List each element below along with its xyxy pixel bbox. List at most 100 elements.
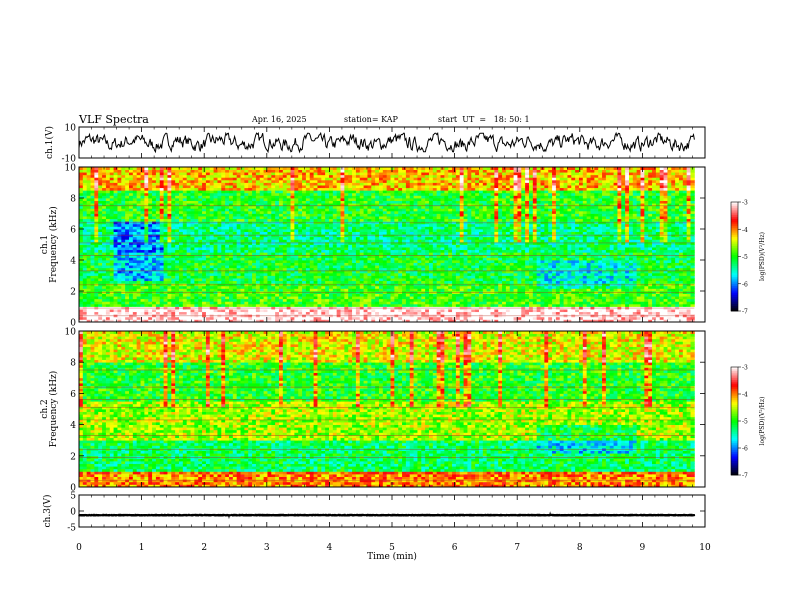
colorbar-swatch: [731, 379, 738, 382]
colorbar-swatch: [731, 417, 738, 420]
colorbar-swatch: [731, 241, 738, 245]
y-tick-label: 5: [70, 492, 76, 502]
colorbar-swatch: [731, 243, 738, 246]
colorbar-swatch: [731, 214, 738, 217]
colorbar-swatch: [731, 272, 738, 276]
colorbar-swatch: [731, 223, 738, 227]
colorbar-tick-label: -7: [742, 309, 748, 316]
x-tick-label: 7: [514, 543, 520, 553]
colorbar-swatch: [731, 473, 738, 476]
colorbar-tick-label: -5: [742, 419, 748, 426]
colorbar-swatch: [731, 394, 738, 397]
colorbar-swatch: [731, 390, 738, 393]
colorbar-swatch: [731, 269, 738, 272]
ch3-y-axis-label: ch.3(V): [42, 495, 53, 528]
y-tick-label: 8: [70, 195, 76, 205]
colorbar-tick-label: -4: [742, 227, 748, 234]
y-tick-label: 8: [70, 359, 76, 369]
colorbar-swatch: [731, 305, 738, 308]
colorbar-swatch: [731, 437, 738, 440]
colorbar-swatch: [731, 430, 738, 433]
colorbar-swatch: [731, 460, 738, 463]
colorbar-swatch: [731, 258, 738, 261]
colorbar-swatch: [731, 285, 738, 288]
colorbar-swatch: [731, 271, 738, 274]
colorbar-swatch: [731, 291, 738, 294]
colorbar-swatch: [731, 458, 738, 461]
ch2-spectrogram-panel: 0 2 4 6 8 10 ch.2 Frequency (kHz): [40, 328, 706, 494]
colorbar-swatch: [731, 212, 738, 216]
colorbar-swatch: [731, 232, 738, 236]
colorbar-swatch: [731, 442, 738, 445]
station-label: station= KAP: [344, 115, 398, 124]
x-tick-label: 9: [640, 543, 646, 553]
colorbar-swatch: [731, 383, 738, 386]
x-tick-label: 0: [76, 543, 82, 553]
colorbar-swatch: [731, 413, 738, 416]
colorbar-swatch: [731, 218, 738, 221]
x-tick-label: 4: [327, 543, 333, 553]
colorbar-swatch: [731, 426, 738, 429]
y-tick-label: 0: [70, 319, 76, 329]
colorbar-swatch: [731, 278, 738, 281]
x-tick-label: 5: [389, 543, 395, 553]
colorbar-swatch: [731, 205, 738, 208]
colorbar-swatch: [731, 455, 738, 458]
colorbar-tick-label: -7: [742, 473, 748, 480]
y-tick-label: 10: [65, 124, 77, 134]
colorbar-swatch: [731, 245, 738, 248]
colorbar-swatch: [731, 395, 738, 398]
colorbar-swatch: [731, 207, 738, 210]
colorbar-swatch: [731, 229, 738, 232]
y-tick-label: 6: [70, 390, 76, 400]
colorbar-swatch: [731, 410, 738, 413]
colorbar-swatch: [731, 260, 738, 263]
colorbar-swatch: [731, 202, 738, 205]
colorbar-swatch: [731, 274, 738, 277]
colorbar-swatch: [731, 440, 738, 443]
y-tick-label: 0: [70, 508, 76, 518]
colorbar-swatch: [731, 287, 738, 290]
colorbar-swatch: [731, 444, 738, 447]
colorbar-swatch: [731, 372, 738, 375]
y-tick-label: -10: [62, 155, 77, 165]
frequency-axis-label: Frequency (kHz): [48, 206, 59, 283]
ch3-waveform-line: [78, 511, 696, 520]
colorbar-tick-label: -3: [742, 200, 748, 207]
colorbar-swatch: [731, 283, 738, 286]
colorbar-swatch: [731, 469, 738, 472]
colorbar-swatch: [731, 381, 738, 384]
colorbar-swatch: [731, 374, 738, 377]
colorbar-swatch: [731, 280, 738, 283]
x-tick-label: 1: [139, 543, 145, 553]
colorbar-swatch: [731, 439, 738, 442]
colorbar-swatch: [731, 256, 738, 259]
colorbar-swatch: [731, 412, 738, 415]
y-tick-label: 4: [70, 257, 76, 267]
colorbar-swatch: [731, 419, 738, 422]
date-label: Apr. 16, 2025: [252, 115, 307, 124]
colorbar-swatch: [731, 301, 738, 305]
colorbar-tick-label: -5: [742, 254, 748, 261]
colorbar-swatch: [731, 221, 738, 225]
colorbar-swatch: [731, 399, 738, 402]
colorbar-swatch: [731, 406, 738, 409]
x-tick-label: 8: [577, 543, 583, 553]
y-tick-label: 10: [65, 328, 77, 338]
colorbar-swatch: [731, 435, 738, 438]
colorbar-swatch: [731, 451, 738, 454]
ch1-waveform-line: [78, 131, 695, 154]
x-tick-label: 3: [264, 543, 270, 553]
ch1-colorbar: -3 -4 -5 -6 -7 log(PSD)(V²/Hz): [730, 200, 766, 316]
colorbar-swatch: [731, 397, 738, 400]
colorbar-swatch: [731, 401, 738, 404]
colorbar-swatch: [731, 428, 738, 431]
channel-label: ch.1: [40, 235, 50, 254]
colorbar-swatch: [731, 457, 738, 460]
colorbar-swatch: [731, 252, 738, 256]
colorbar-swatch: [731, 368, 738, 371]
colorbar-swatch: [731, 254, 738, 257]
colorbar-swatch: [731, 249, 738, 252]
